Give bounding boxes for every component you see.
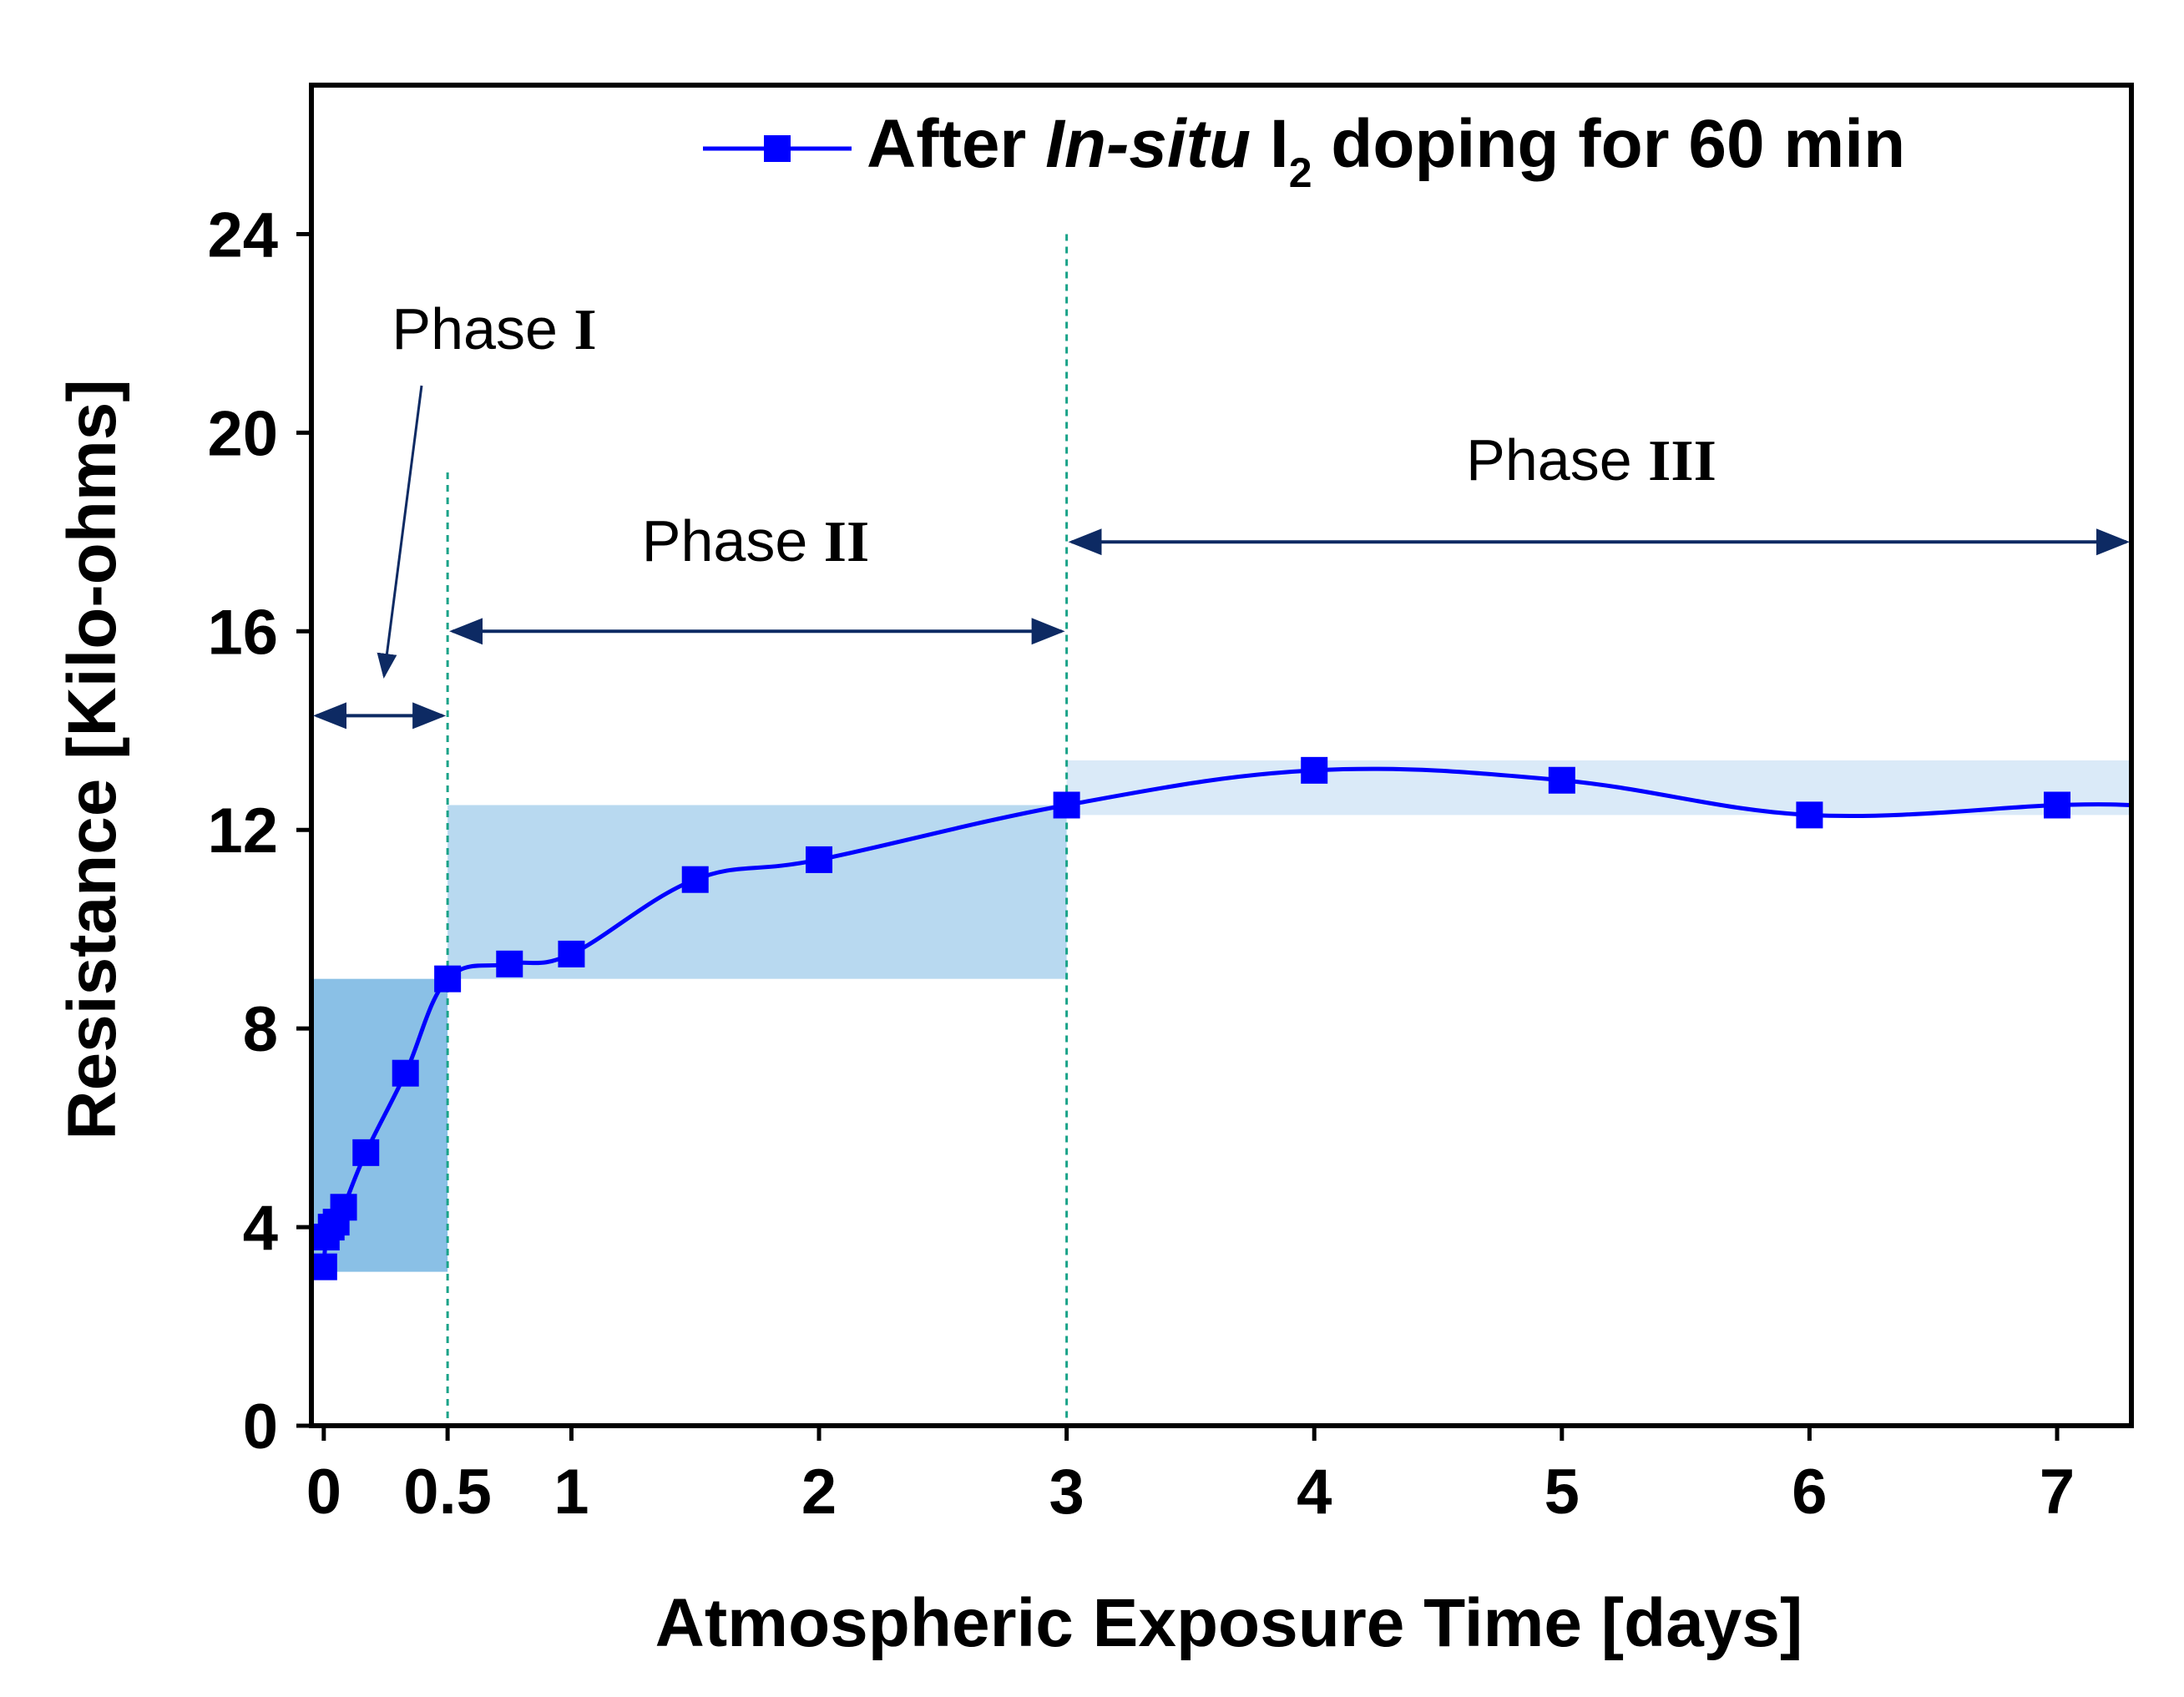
- data-point: [558, 940, 585, 967]
- y-tick-label: 0: [243, 1391, 278, 1462]
- y-tick-label: 8: [243, 994, 278, 1065]
- phase-label-3: Phase III: [1466, 427, 1716, 493]
- phase-label-1: Phase I: [392, 296, 596, 362]
- data-point: [310, 1253, 337, 1280]
- x-tick-label: 2: [801, 1457, 837, 1528]
- x-axis-title: Atmospheric Exposure Time [days]: [655, 1585, 1803, 1661]
- data-point: [681, 866, 709, 893]
- x-tick-label: 7: [2040, 1457, 2075, 1528]
- y-tick-label: 24: [207, 199, 278, 270]
- series-layer: [310, 756, 2132, 1280]
- phase-boundaries: [446, 234, 1069, 1426]
- data-point: [806, 846, 833, 873]
- y-tick-label: 12: [207, 795, 278, 866]
- x-tick-label: 1: [554, 1457, 589, 1528]
- data-point: [434, 965, 462, 992]
- phase-1-pointer: [377, 385, 423, 679]
- shaded-region-3: [1066, 760, 2131, 816]
- legend-marker: [764, 135, 791, 162]
- plot-frame: [309, 83, 2134, 1428]
- y-tick-label: 16: [207, 597, 278, 668]
- y-axis-title: Resistance [Kilo-ohms]: [54, 379, 130, 1139]
- x-tick-label: 5: [1544, 1457, 1580, 1528]
- data-point: [496, 950, 523, 977]
- shaded-region-2: [447, 805, 1067, 979]
- x-tick-label: 0: [306, 1457, 341, 1528]
- shaded-regions: [311, 760, 2131, 1272]
- legend-label: After In-situ I2 doping for 60 min: [867, 106, 1905, 196]
- data-point: [2044, 791, 2071, 819]
- data-point: [1548, 766, 1575, 794]
- data-point: [330, 1194, 357, 1221]
- x-tick-label: 3: [1049, 1457, 1084, 1528]
- x-tick-label: 4: [1297, 1457, 1332, 1528]
- x-tick-label: 6: [1792, 1457, 1827, 1528]
- legend: After In-situ I2 doping for 60 min: [703, 106, 1905, 196]
- data-point: [352, 1139, 380, 1166]
- data-point: [392, 1059, 419, 1087]
- y-tick-label: 20: [207, 398, 278, 469]
- data-point: [1301, 756, 1328, 784]
- x-tick-label: 0.5: [403, 1457, 492, 1528]
- data-point: [1053, 791, 1080, 819]
- y-tick-label: 4: [243, 1193, 278, 1264]
- phase-label-2: Phase II: [642, 508, 869, 574]
- phase-annotations: Phase I Phase II Phase III: [313, 296, 2130, 730]
- data-point: [1796, 801, 1823, 829]
